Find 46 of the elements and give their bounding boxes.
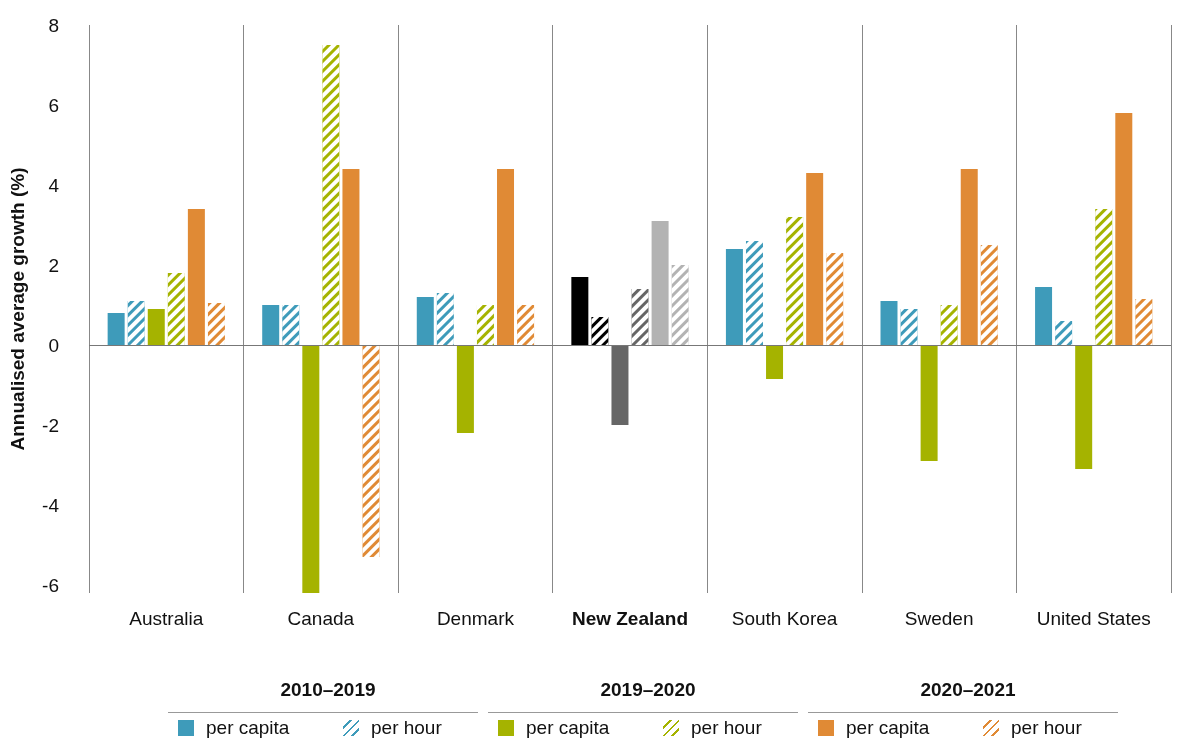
x-tick-label: United States	[1036, 608, 1151, 629]
bar	[342, 169, 360, 345]
bar	[1115, 113, 1133, 345]
bar	[725, 249, 743, 345]
legend-label: per hour	[1011, 717, 1082, 739]
y-tick-label: -6	[42, 574, 59, 596]
y-tick-label: 6	[48, 94, 59, 116]
y-tick-label: -4	[42, 494, 60, 516]
bar	[611, 345, 629, 425]
x-tick-label: Canada	[287, 608, 355, 629]
bar	[960, 169, 978, 345]
y-axis-title: Annualised average growth (%)	[7, 167, 28, 451]
x-tick-label: Denmark	[436, 608, 515, 629]
bar	[920, 345, 938, 461]
bar	[187, 209, 205, 345]
text: 2019–2020	[599, 679, 697, 701]
x-tick-label: Sweden	[904, 608, 974, 629]
bar	[1075, 345, 1093, 469]
bar	[806, 173, 824, 345]
bar	[651, 221, 669, 345]
bar	[147, 309, 165, 345]
bar	[262, 305, 280, 345]
legend-label: per capita	[846, 717, 930, 739]
bar	[571, 277, 589, 345]
bar	[416, 297, 434, 345]
bar	[497, 169, 515, 345]
text: 2010–2019	[279, 679, 377, 701]
y-tick-label: 0	[48, 334, 59, 356]
y-tick-label: 2	[48, 254, 59, 276]
x-tick-label: South Korea	[731, 608, 838, 629]
legend-label: per hour	[691, 717, 762, 739]
y-tick-label: 8	[48, 14, 59, 36]
bar	[456, 345, 474, 433]
y-tick-label: 4	[48, 174, 60, 196]
y-tick-label: -2	[42, 414, 59, 436]
bar	[107, 313, 125, 345]
x-tick-label: Australia	[129, 608, 204, 629]
bar	[302, 345, 320, 593]
bar	[1035, 287, 1053, 345]
legend-label: per capita	[206, 717, 290, 739]
legend-label: per hour	[371, 717, 442, 739]
bar	[766, 345, 784, 379]
legend-label: per capita	[526, 717, 610, 739]
text: 2020–2021	[919, 679, 1017, 701]
x-tick-label: New Zealand	[571, 608, 689, 629]
bar	[880, 301, 898, 345]
